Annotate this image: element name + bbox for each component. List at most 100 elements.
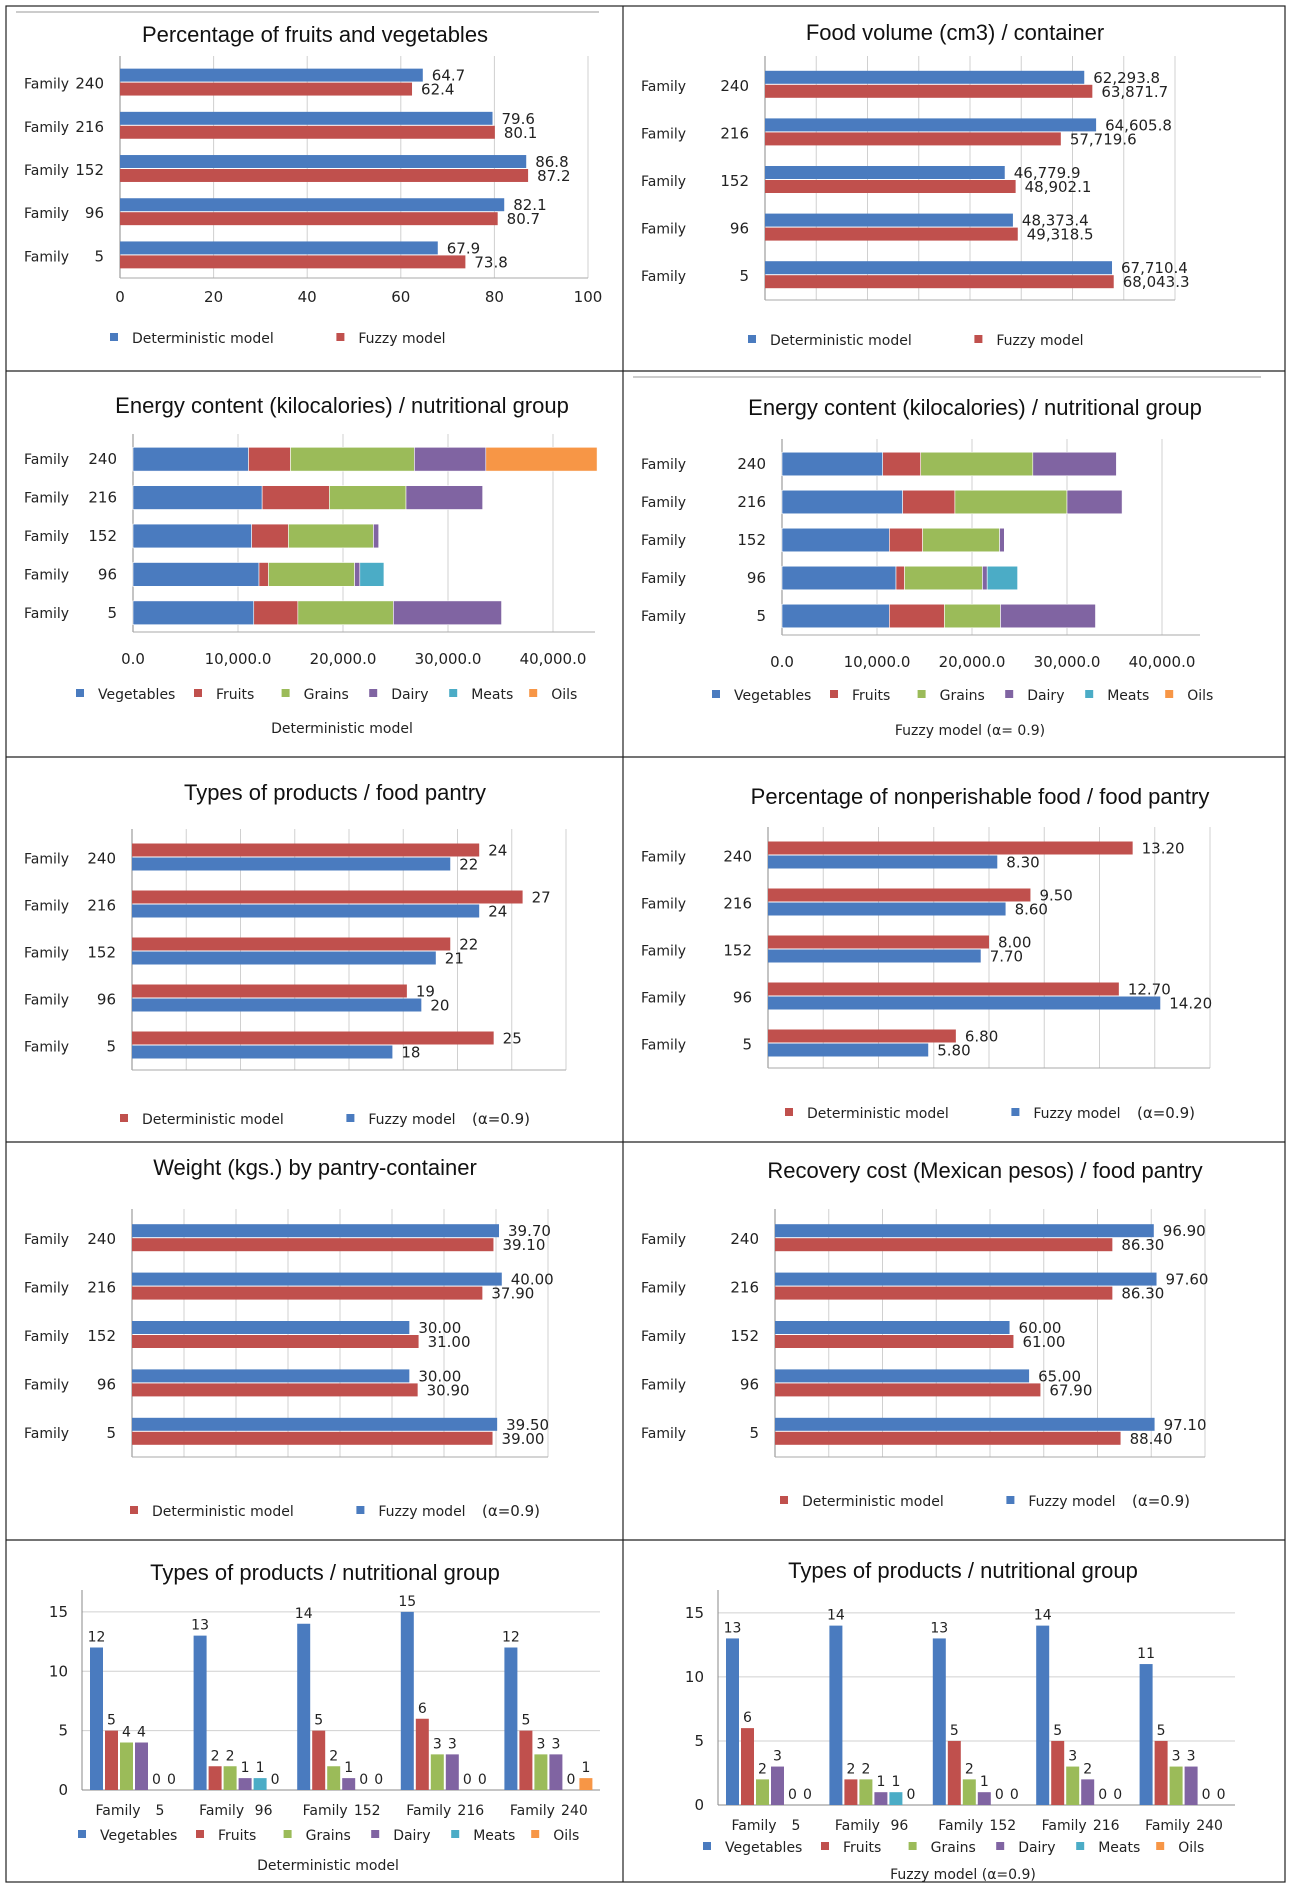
category-label: Family: [24, 77, 69, 93]
legend-label: Fuzzy model: [358, 331, 445, 347]
data-label: 96.90: [1163, 1222, 1206, 1240]
bar-fruits: [251, 523, 289, 549]
bar-fuzzy-model: [765, 275, 1114, 289]
legend-swatch: [196, 1830, 204, 1838]
x-tick-label: 80: [485, 288, 504, 306]
bar-fuzzy-model: [768, 949, 981, 963]
bar-deterministic-model: [132, 1431, 493, 1445]
data-label: 1: [344, 1760, 353, 1776]
chart-3: Energy content (kilocalories) / nutritio…: [24, 393, 598, 737]
bar-vegetables: [132, 485, 263, 510]
data-label: 21: [445, 950, 464, 968]
data-label: 0: [995, 1787, 1004, 1803]
bar-dairy: [982, 565, 988, 591]
bar-grains: [223, 1766, 237, 1790]
data-label: 0: [906, 1787, 915, 1803]
bar-deterministic-model: [765, 261, 1113, 275]
bar-fuzzy-model: [132, 857, 451, 871]
x-tick-label: 40,000.0: [1129, 653, 1196, 671]
bar-fruits: [889, 527, 923, 553]
bar-vegetables: [193, 1635, 207, 1790]
category-label: Family: [641, 850, 686, 866]
category-label: Family: [641, 897, 686, 913]
bar-vegetables: [932, 1638, 946, 1805]
data-label: 48,373.4: [1022, 212, 1089, 230]
data-label: 7.70: [990, 948, 1023, 966]
y-tick-label: 10: [49, 1662, 68, 1680]
category-label: Family: [303, 1803, 348, 1819]
data-label: 67.90: [1049, 1381, 1092, 1399]
category-number: 96: [97, 991, 116, 1009]
legend-label: Fuzzy model: [1033, 1106, 1120, 1122]
data-label: 61.00: [1022, 1333, 1065, 1351]
category-number: 240: [730, 1230, 759, 1248]
bar-fruits: [889, 603, 945, 629]
bar-grains: [290, 446, 415, 472]
category-number: 5: [106, 1038, 116, 1056]
bar-fuzzy-model: [132, 1417, 498, 1431]
data-label: 0: [788, 1787, 797, 1803]
data-label: 6: [743, 1710, 752, 1726]
bar-deterministic-model: [120, 155, 527, 168]
legend-swatch: [712, 690, 720, 698]
bar-grains: [954, 489, 1068, 515]
bar-grains: [327, 1766, 341, 1790]
legend-note: (α=0.9): [482, 1502, 540, 1520]
bar-dairy: [1184, 1766, 1198, 1805]
data-label: 1: [876, 1774, 885, 1790]
legend-swatch: [281, 689, 290, 697]
chart-caption: Deterministic model: [257, 1858, 399, 1874]
bar-grains: [756, 1779, 769, 1805]
bar-fuzzy-model: [768, 1043, 929, 1057]
data-label: 0: [152, 1772, 161, 1788]
legend-label: Oils: [1187, 688, 1213, 704]
legend-note: (α=0.9): [1132, 1492, 1190, 1510]
legend-swatch: [785, 1108, 793, 1116]
legend-label: Deterministic model: [802, 1494, 944, 1510]
bar-deterministic-model: [768, 841, 1133, 855]
legend-label: Fuzzy model: [378, 1504, 465, 1520]
data-label: 6: [418, 1701, 427, 1717]
category-label: Family: [641, 126, 686, 142]
bar-deterministic-model: [132, 843, 480, 857]
data-label: 37.90: [491, 1285, 534, 1303]
bar-grains: [962, 1779, 976, 1805]
data-label: 0: [463, 1772, 472, 1788]
bar-deterministic-model: [132, 1286, 483, 1300]
category-label: Family: [24, 1281, 69, 1297]
data-label: 25: [503, 1030, 522, 1048]
legend-swatch: [529, 689, 538, 697]
bar-grains: [534, 1754, 548, 1790]
category-number: 96: [98, 565, 117, 583]
category-number: 216: [457, 1803, 484, 1819]
category-label: Family: [24, 993, 69, 1009]
bar-fuzzy-model: [132, 1045, 393, 1059]
category-number: 240: [75, 75, 104, 93]
category-number: 96: [97, 1375, 116, 1393]
chart-9: Types of products / nutritional group051…: [49, 1560, 600, 1874]
category-number: 5: [94, 247, 104, 265]
bar-grains: [859, 1779, 873, 1805]
category-number: 5: [742, 1036, 752, 1054]
data-label: 2: [861, 1761, 870, 1777]
legend-swatch: [369, 689, 378, 697]
bar-deterministic-model: [768, 888, 1031, 902]
bar-fruits: [415, 1718, 429, 1790]
legend-swatch: [917, 690, 926, 698]
x-tick-label: 60: [391, 288, 410, 306]
legend-swatch: [78, 1830, 86, 1838]
legend-label: Deterministic model: [142, 1112, 284, 1128]
category-number: 5: [739, 267, 749, 285]
data-label: 0: [359, 1772, 368, 1788]
category-number: 152: [88, 527, 117, 545]
data-label: 24: [488, 842, 507, 860]
bar-deterministic-model: [120, 198, 505, 212]
bar-dairy: [354, 562, 361, 587]
data-label: 86.8: [535, 153, 568, 171]
category-label: Family: [641, 269, 686, 285]
bar-fruits: [902, 489, 956, 515]
data-label: 2: [1083, 1761, 1092, 1777]
data-label: 0: [1202, 1787, 1211, 1803]
x-tick-label: 0: [115, 288, 125, 306]
category-label: Family: [641, 174, 686, 190]
